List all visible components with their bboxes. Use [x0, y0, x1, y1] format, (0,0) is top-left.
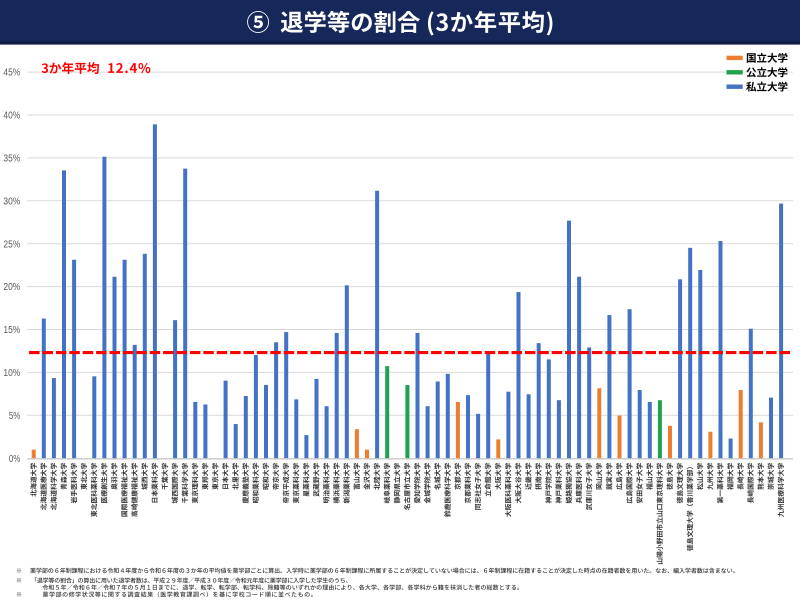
svg-text:5%: 5%: [9, 411, 21, 422]
svg-text:10%: 10%: [3, 368, 20, 379]
svg-text:45%: 45%: [3, 68, 20, 79]
svg-text:30%: 30%: [3, 196, 20, 207]
svg-text:20%: 20%: [3, 282, 20, 293]
svg-text:0%: 0%: [9, 454, 21, 465]
svg-text:15%: 15%: [3, 325, 20, 336]
svg-text:25%: 25%: [3, 239, 20, 250]
svg-text:40%: 40%: [3, 111, 20, 122]
svg-text:35%: 35%: [3, 154, 20, 165]
